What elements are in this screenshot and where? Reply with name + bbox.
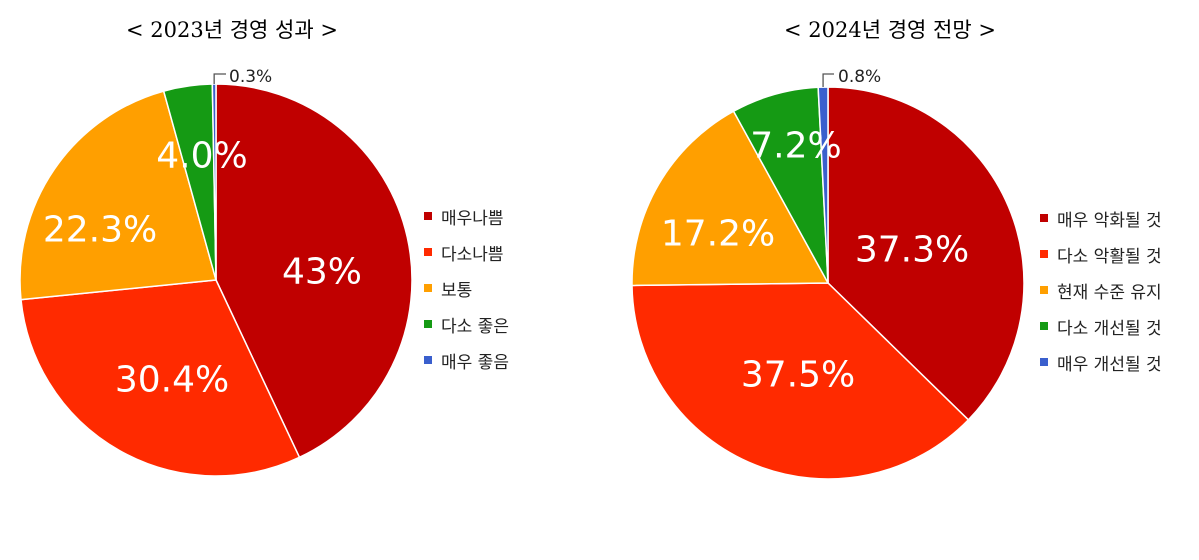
data-label: 17.2%: [661, 214, 775, 255]
legend-item: 보통: [424, 270, 509, 306]
legend-swatch: [1040, 286, 1048, 294]
legend-label: 현재 수준 유지: [1057, 282, 1162, 303]
legend-item: 다소 악활될 것: [1040, 236, 1162, 272]
legend-label: 다소 악활될 것: [1057, 246, 1162, 267]
data-label: 0.3%: [229, 67, 272, 87]
legend-label: 다소나쁨: [441, 244, 504, 265]
legend-label: 매우 개선될 것: [1057, 354, 1162, 375]
legend-swatch: [424, 248, 432, 256]
pie-chart: 37.3% 37.5% 17.2% 7.2% 0.8%: [631, 67, 1025, 480]
pie-slice: [20, 279, 301, 477]
data-label: 43%: [282, 252, 362, 293]
legend-swatch: [424, 212, 432, 220]
chart-title: < 2023년 경영 성과 >: [126, 18, 338, 42]
data-label: 7.2%: [750, 126, 841, 167]
data-label: 30.4%: [115, 360, 229, 401]
pie-slice: [827, 86, 1025, 421]
data-label: 37.3%: [855, 230, 969, 271]
legend-item: 매우 개선될 것: [1040, 344, 1162, 380]
pie-slice: [817, 86, 829, 284]
legend-label: 매우나쁨: [441, 208, 504, 229]
pie-slice: [215, 83, 413, 459]
data-label: 37.5%: [741, 355, 855, 396]
legend-swatch: [424, 356, 432, 364]
pie-chart: 43% 30.4% 22.3% 4.0% 0.3%: [19, 67, 413, 477]
chart-title: < 2024년 경영 전망 >: [784, 18, 996, 42]
legend-swatch: [1040, 358, 1048, 366]
legend-label: 다소 좋은: [441, 316, 509, 337]
legend-item: 다소 개선될 것: [1040, 308, 1162, 344]
legend-swatch: [1040, 250, 1048, 258]
legend-swatch: [1040, 214, 1048, 222]
legend-item: 매우나쁨: [424, 198, 509, 234]
pie-slice: [631, 282, 970, 480]
legend-item: 매우 좋음: [424, 342, 509, 378]
legend-label: 매우 악화될 것: [1057, 210, 1162, 231]
legend-label: 다소 개선될 것: [1057, 318, 1162, 339]
data-label: 0.8%: [838, 67, 881, 87]
pie-slice: [631, 110, 830, 287]
chart-2024-outlook: < 2024년 경영 전망 > 37.3% 37.5% 17.2% 7.2% 0.8% …: [600, 0, 1199, 560]
legend-label: 보통: [441, 280, 473, 301]
legend-item: 현재 수준 유지: [1040, 272, 1162, 308]
legend-swatch: [1040, 322, 1048, 330]
legend-swatch: [424, 284, 432, 292]
data-label: 22.3%: [43, 210, 157, 251]
legend-item: 다소 좋은: [424, 306, 509, 342]
legend-swatch: [424, 320, 432, 328]
chart-2023-performance: < 2023년 경영 성과 > 43% 30.4% 22.3% 4.0% 0.3% 매우…: [19, 18, 509, 477]
leader-line: [822, 73, 834, 88]
legend-label: 매우 좋음: [441, 352, 509, 373]
legend-item: 다소나쁨: [424, 234, 509, 270]
leader-line: [213, 73, 226, 85]
data-label: 4.0%: [156, 136, 247, 177]
legend-item: 매우 악화될 것: [1040, 200, 1162, 236]
pie-slice: [19, 90, 217, 301]
